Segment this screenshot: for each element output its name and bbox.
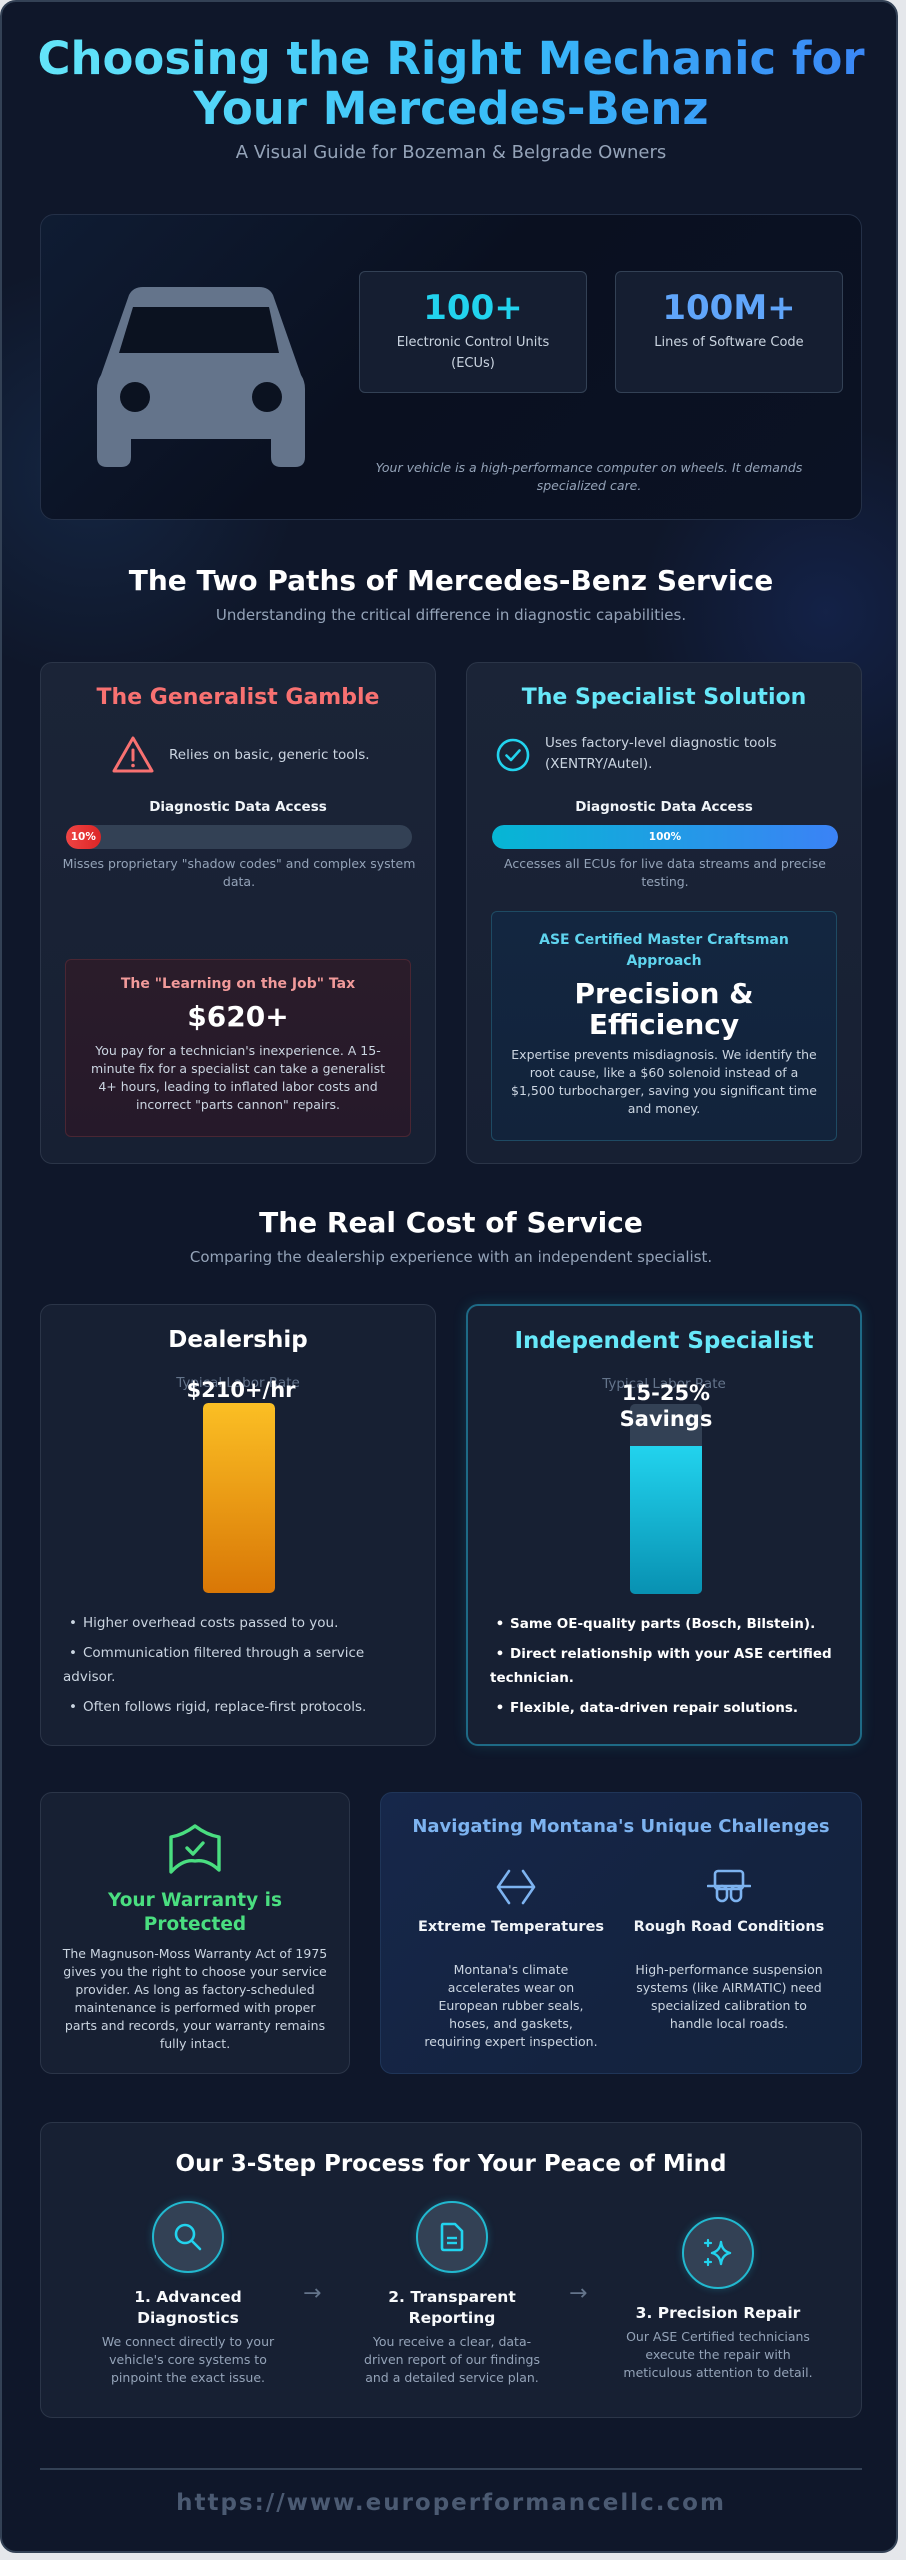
step-desc: We connect directly to your vehicle's co… <box>101 2334 275 2385</box>
process-title: Our 3-Step Process for Your Peace of Min… <box>175 2151 727 2177</box>
stat-value: 100+ <box>423 288 523 328</box>
tax-amount: $620+ <box>187 1000 289 1033</box>
dealership-rate-bar <box>203 1403 275 1593</box>
process-panel: Our 3-Step Process for Your Peace of Min… <box>40 2122 862 2418</box>
learning-tax-card: The "Learning on the Job" Tax $620+ You … <box>65 959 411 1137</box>
sparkle-icon <box>703 2238 732 2267</box>
independent-rate-bar <box>630 1404 702 1594</box>
dealership-panel: Dealership Typical Labor Rate $210+/hr •… <box>40 1304 436 1746</box>
stat-card-software: 100M+ Lines of Software Code <box>615 271 843 393</box>
generalist-access-fill: 10% <box>66 825 101 849</box>
dealership-title: Dealership <box>168 1327 308 1353</box>
process-step-1: 1. Advanced Diagnostics We connect direc… <box>83 2201 293 2387</box>
step-icon-circle <box>682 2217 754 2289</box>
hero-card: 100+ Electronic Control Units (ECUs) 100… <box>40 214 862 520</box>
ase-title: ASE Certified Master Craftsman Approach <box>539 932 789 969</box>
document-icon <box>440 2222 464 2252</box>
generalist-panel: The Generalist Gamble Relies on basic, g… <box>40 662 436 1164</box>
independent-bar-fill <box>630 1445 702 1594</box>
generalist-access-label: Diagnostic Data Access <box>149 799 327 815</box>
list-item: • Flexible, data-driven repair solutions. <box>495 1700 799 1716</box>
montana-item-text: High-performance suspension systems (lik… <box>635 1962 823 2031</box>
list-item: • Often follows rigid, replace-first prot… <box>69 1699 367 1715</box>
specialist-access-bar: 100% <box>492 825 838 849</box>
list-item: • Higher overhead costs passed to you. <box>69 1615 339 1631</box>
montana-item-title: Extreme Temperatures <box>417 1919 605 1935</box>
montana-panel: Navigating Montana's Unique Challenges E… <box>380 1792 862 2074</box>
step-icon-circle <box>416 2201 488 2273</box>
footer-url-link[interactable]: https://www.europerformancellc.com <box>176 2490 726 2516</box>
shield-check-icon <box>169 1824 221 1874</box>
step-desc: Our ASE Certified technicians execute th… <box>623 2329 813 2380</box>
step-title: 1. Advanced Diagnostics <box>134 2288 242 2327</box>
tax-title: The "Learning on the Job" Tax <box>120 976 356 992</box>
section-subheading-two-paths: Understanding the critical difference in… <box>215 606 687 624</box>
specialist-access-note: Accesses all ECUs for live data streams … <box>504 856 826 889</box>
page-subtitle: A Visual Guide for Bozeman & Belgrade Ow… <box>235 142 667 163</box>
process-step-2: 2. Transparent Reporting You receive a c… <box>347 2201 557 2387</box>
suspension-icon <box>707 1869 751 1903</box>
independent-specialist-panel: Independent Specialist Typical Labor Rat… <box>466 1304 862 1746</box>
section-heading-real-cost: The Real Cost of Service <box>259 1206 643 1239</box>
independent-rate-label: Typical Labor Rate <box>602 1376 726 1392</box>
step-desc: You receive a clear, data-driven report … <box>364 2334 540 2385</box>
list-item: • Direct relationship with your ASE certi… <box>490 1646 832 1686</box>
specialist-access-fill: 100% <box>492 825 838 849</box>
specialist-access-label: Diagnostic Data Access <box>575 799 753 815</box>
check-circle-icon <box>496 738 530 772</box>
list-item: • Communication filtered through a servic… <box>63 1645 365 1685</box>
step-title: 2. Transparent Reporting <box>388 2288 516 2327</box>
generalist-tool-text: Relies on basic, generic tools. <box>169 747 370 763</box>
warning-icon <box>112 736 154 773</box>
independent-title: Independent Specialist <box>514 1328 814 1354</box>
stat-label: Lines of Software Code <box>654 335 804 350</box>
step-title: 3. Precision Repair <box>635 2304 801 2322</box>
section-subheading-real-cost: Comparing the dealership experience with… <box>189 1248 713 1266</box>
warranty-panel: Your Warranty is Protected The Magnuson-… <box>40 1792 350 2074</box>
warranty-text: The Magnuson-Moss Warranty Act of 1975 g… <box>62 1946 328 2051</box>
ase-text: Expertise prevents misdiagnosis. We iden… <box>511 1047 817 1116</box>
generalist-title: The Generalist Gamble <box>96 685 380 710</box>
search-icon <box>174 2223 202 2251</box>
stat-label: Electronic Control Units (ECUs) <box>396 335 550 371</box>
dealership-bullets: • Higher overhead costs passed to you. • C… <box>63 1611 417 1725</box>
car-icon <box>97 287 305 467</box>
hero-note: Your vehicle is a high-performance compu… <box>375 460 803 493</box>
step-icon-circle <box>152 2201 224 2273</box>
stat-value: 100M+ <box>662 288 796 328</box>
montana-title: Navigating Montana's Unique Challenges <box>412 1816 830 1837</box>
page-title: Choosing the Right Mechanic for Your Mer… <box>2 34 896 134</box>
tax-text: You pay for a technician's inexperience.… <box>90 1043 386 1112</box>
list-item: • Same OE-quality parts (Bosch, Bilstein)… <box>495 1616 816 1632</box>
generalist-access-bar: 10% <box>66 825 412 849</box>
montana-item-title: Rough Road Conditions <box>633 1919 825 1935</box>
specialist-title: The Specialist Solution <box>521 685 807 710</box>
independent-bullets: • Same OE-quality parts (Bosch, Bilstein)… <box>490 1612 842 1726</box>
dealership-bar-fill <box>203 1403 275 1593</box>
specialist-panel: The Specialist Solution Uses factory-lev… <box>466 662 862 1164</box>
footer-divider <box>40 2468 862 2470</box>
ase-approach-card: ASE Certified Master Craftsman Approach … <box>491 911 837 1141</box>
arrow-right-icon: → <box>569 2281 588 2306</box>
warranty-title: Your Warranty is Protected <box>108 1890 282 1935</box>
montana-item-text: Montana's climate accelerates wear on Eu… <box>424 1962 598 2049</box>
section-heading-two-paths: The Two Paths of Mercedes-Benz Service <box>128 564 774 597</box>
ase-headline: Precision & Efficiency <box>574 977 754 1041</box>
arrow-right-icon: → <box>303 2281 322 2306</box>
independent-rate-value: 15-25% Savings <box>619 1381 713 1431</box>
dealership-rate-value: $210+/hr <box>186 1378 296 1402</box>
generalist-access-note: Misses proprietary "shadow codes" and co… <box>62 856 416 889</box>
stat-card-ecus: 100+ Electronic Control Units (ECUs) <box>359 271 587 393</box>
process-step-3: 3. Precision Repair Our ASE Certified te… <box>613 2217 823 2382</box>
specialist-tool-text: Uses factory-level diagnostic tools (XEN… <box>545 735 777 772</box>
dealership-rate-label: Typical Labor Rate <box>176 1375 300 1391</box>
temperature-arrows-icon <box>496 1869 536 1905</box>
